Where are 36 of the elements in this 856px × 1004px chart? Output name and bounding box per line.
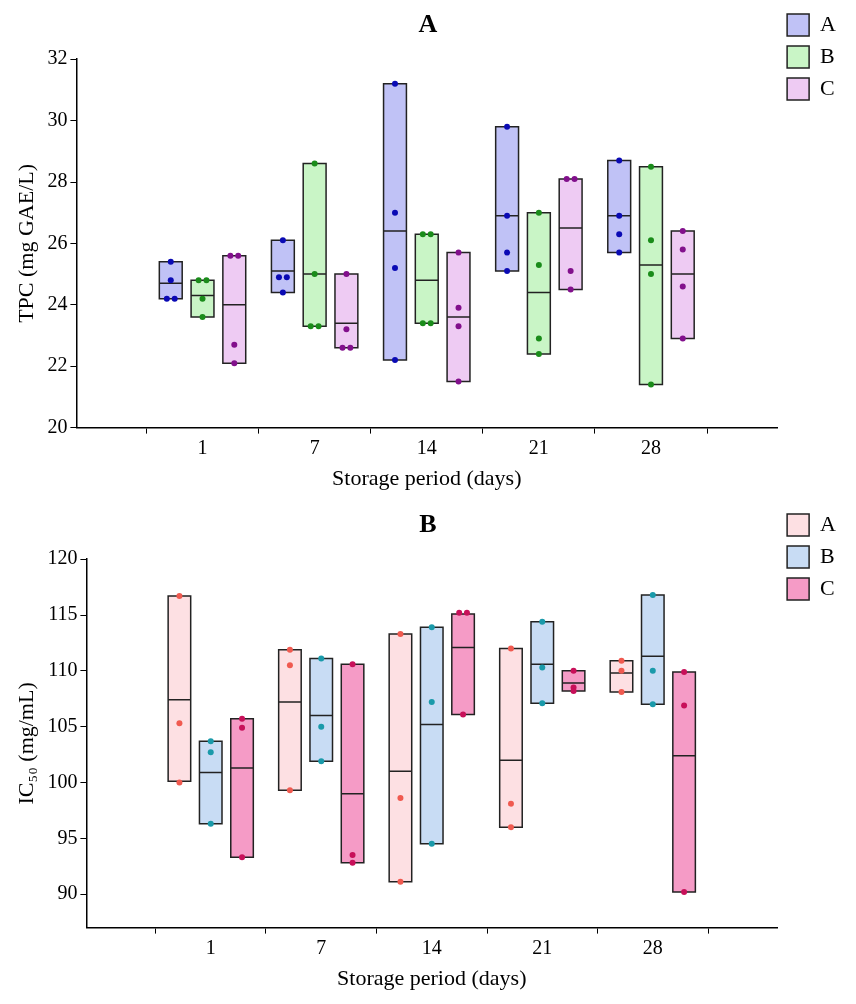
chart-title: A bbox=[418, 9, 438, 39]
chart-title: B bbox=[419, 509, 437, 539]
x-tick-label: 7 bbox=[316, 935, 327, 958]
legend-label: B bbox=[820, 542, 835, 568]
legend-label: C bbox=[820, 74, 835, 100]
x-tick-label: 28 bbox=[642, 935, 663, 958]
y-tick-label: 28 bbox=[47, 169, 68, 192]
y-tick-label: 115 bbox=[48, 602, 78, 625]
y-tick-label: 24 bbox=[47, 292, 68, 315]
legend-label: C bbox=[820, 574, 835, 600]
y-tick-label: 32 bbox=[47, 46, 68, 69]
y-tick-label: 120 bbox=[47, 546, 78, 569]
x-tick-label: 1 bbox=[205, 935, 216, 958]
y-tick-label: 90 bbox=[57, 881, 78, 904]
legend-label: B bbox=[820, 42, 835, 68]
y-tick-label: 100 bbox=[47, 769, 78, 792]
y-axis-title: IC₅₀ (mg/mL) bbox=[12, 682, 38, 805]
y-tick-label: 22 bbox=[47, 353, 68, 376]
x-tick-label: 28 bbox=[640, 435, 661, 458]
x-tick-label: 14 bbox=[421, 935, 442, 958]
x-tick-label: 14 bbox=[416, 435, 437, 458]
x-tick-label: 1 bbox=[197, 435, 208, 458]
legend-label: A bbox=[820, 510, 837, 536]
x-axis-title: Storage period (days) bbox=[332, 464, 522, 490]
x-tick-label: 21 bbox=[532, 935, 553, 958]
y-tick-label: 26 bbox=[47, 230, 68, 253]
x-tick-label: 7 bbox=[309, 435, 320, 458]
y-tick-label: 110 bbox=[48, 658, 78, 681]
x-tick-label: 21 bbox=[528, 435, 549, 458]
y-tick-label: 105 bbox=[47, 713, 78, 736]
y-tick-label: 20 bbox=[47, 414, 68, 437]
y-tick-label: 30 bbox=[47, 107, 68, 130]
y-axis-title: TPC (mg GAE/L) bbox=[12, 163, 38, 323]
legend-label: A bbox=[820, 10, 837, 36]
x-axis-title: Storage period (days) bbox=[337, 964, 527, 990]
y-tick-label: 95 bbox=[57, 825, 78, 848]
